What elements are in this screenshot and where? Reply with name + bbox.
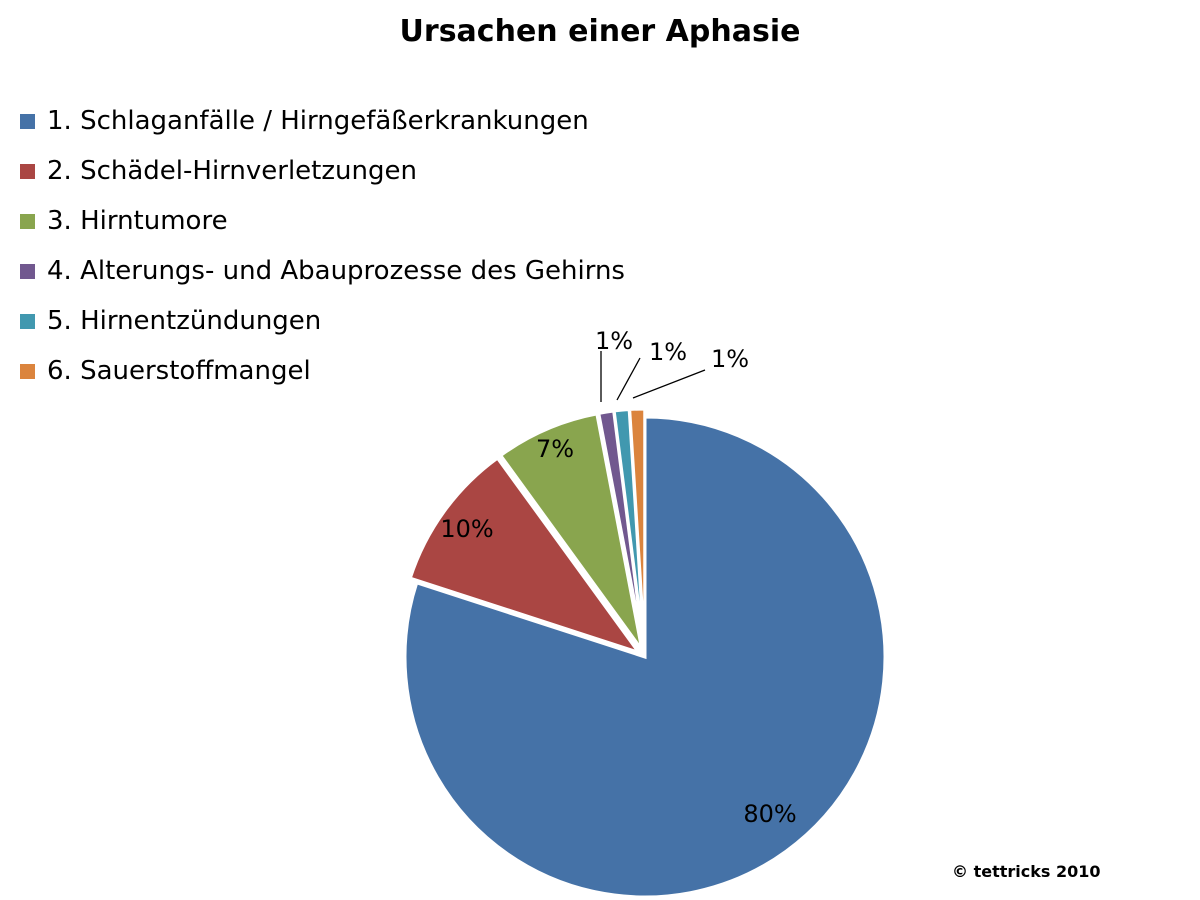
pie-slice-sauerstoffmangel: [628, 407, 647, 650]
data-label: 10%: [440, 515, 493, 543]
data-label: 80%: [743, 800, 796, 828]
chart-title: Ursachen einer Aphasie: [399, 14, 801, 49]
legend-label: 4. Alterungs- und Abauprozesse des Gehir…: [47, 256, 625, 286]
legend-label: 2. Schädel-Hirnverletzungen: [47, 156, 417, 186]
data-label: 1%: [649, 338, 687, 366]
leader-line: [616, 357, 641, 401]
legend-swatch: [20, 213, 35, 229]
legend-item: 3. Hirntumore: [20, 196, 625, 246]
legend-item: 5. Hirnentzündungen: [20, 296, 625, 346]
data-label: 7%: [536, 435, 574, 463]
legend-swatch: [20, 313, 35, 329]
legend-label: 6. Sauerstoffmangel: [47, 356, 311, 386]
legend-item: 2. Schädel-Hirnverletzungen: [20, 146, 625, 196]
copyright-notice: © tettricks 2010: [952, 862, 1101, 881]
legend-label: 1. Schlaganfälle / Hirngefäßerkrankungen: [47, 106, 589, 136]
legend-swatch: [20, 363, 35, 379]
leader-line: [632, 369, 706, 399]
pie-slice-schadel-hirnverletzungen: [408, 456, 643, 656]
legend-item: 4. Alterungs- und Abauprozesse des Gehir…: [20, 246, 625, 296]
pie-slice-schlaganfalle-hirngefasserkrankungen: [403, 415, 887, 899]
legend-swatch: [20, 263, 35, 279]
legend-swatch: [20, 113, 35, 129]
pie-slice-hirntumore: [498, 412, 644, 651]
legend-label: 5. Hirnentzündungen: [47, 306, 322, 336]
legend-label: 3. Hirntumore: [47, 206, 228, 236]
legend-item: 1. Schlaganfälle / Hirngefäßerkrankungen: [20, 96, 625, 146]
legend-item: 6. Sauerstoffmangel: [20, 346, 625, 396]
legend: 1. Schlaganfälle / Hirngefäßerkrankungen…: [20, 96, 625, 396]
legend-swatch: [20, 163, 35, 179]
data-label: 1%: [595, 327, 633, 355]
data-label: 1%: [711, 345, 749, 373]
